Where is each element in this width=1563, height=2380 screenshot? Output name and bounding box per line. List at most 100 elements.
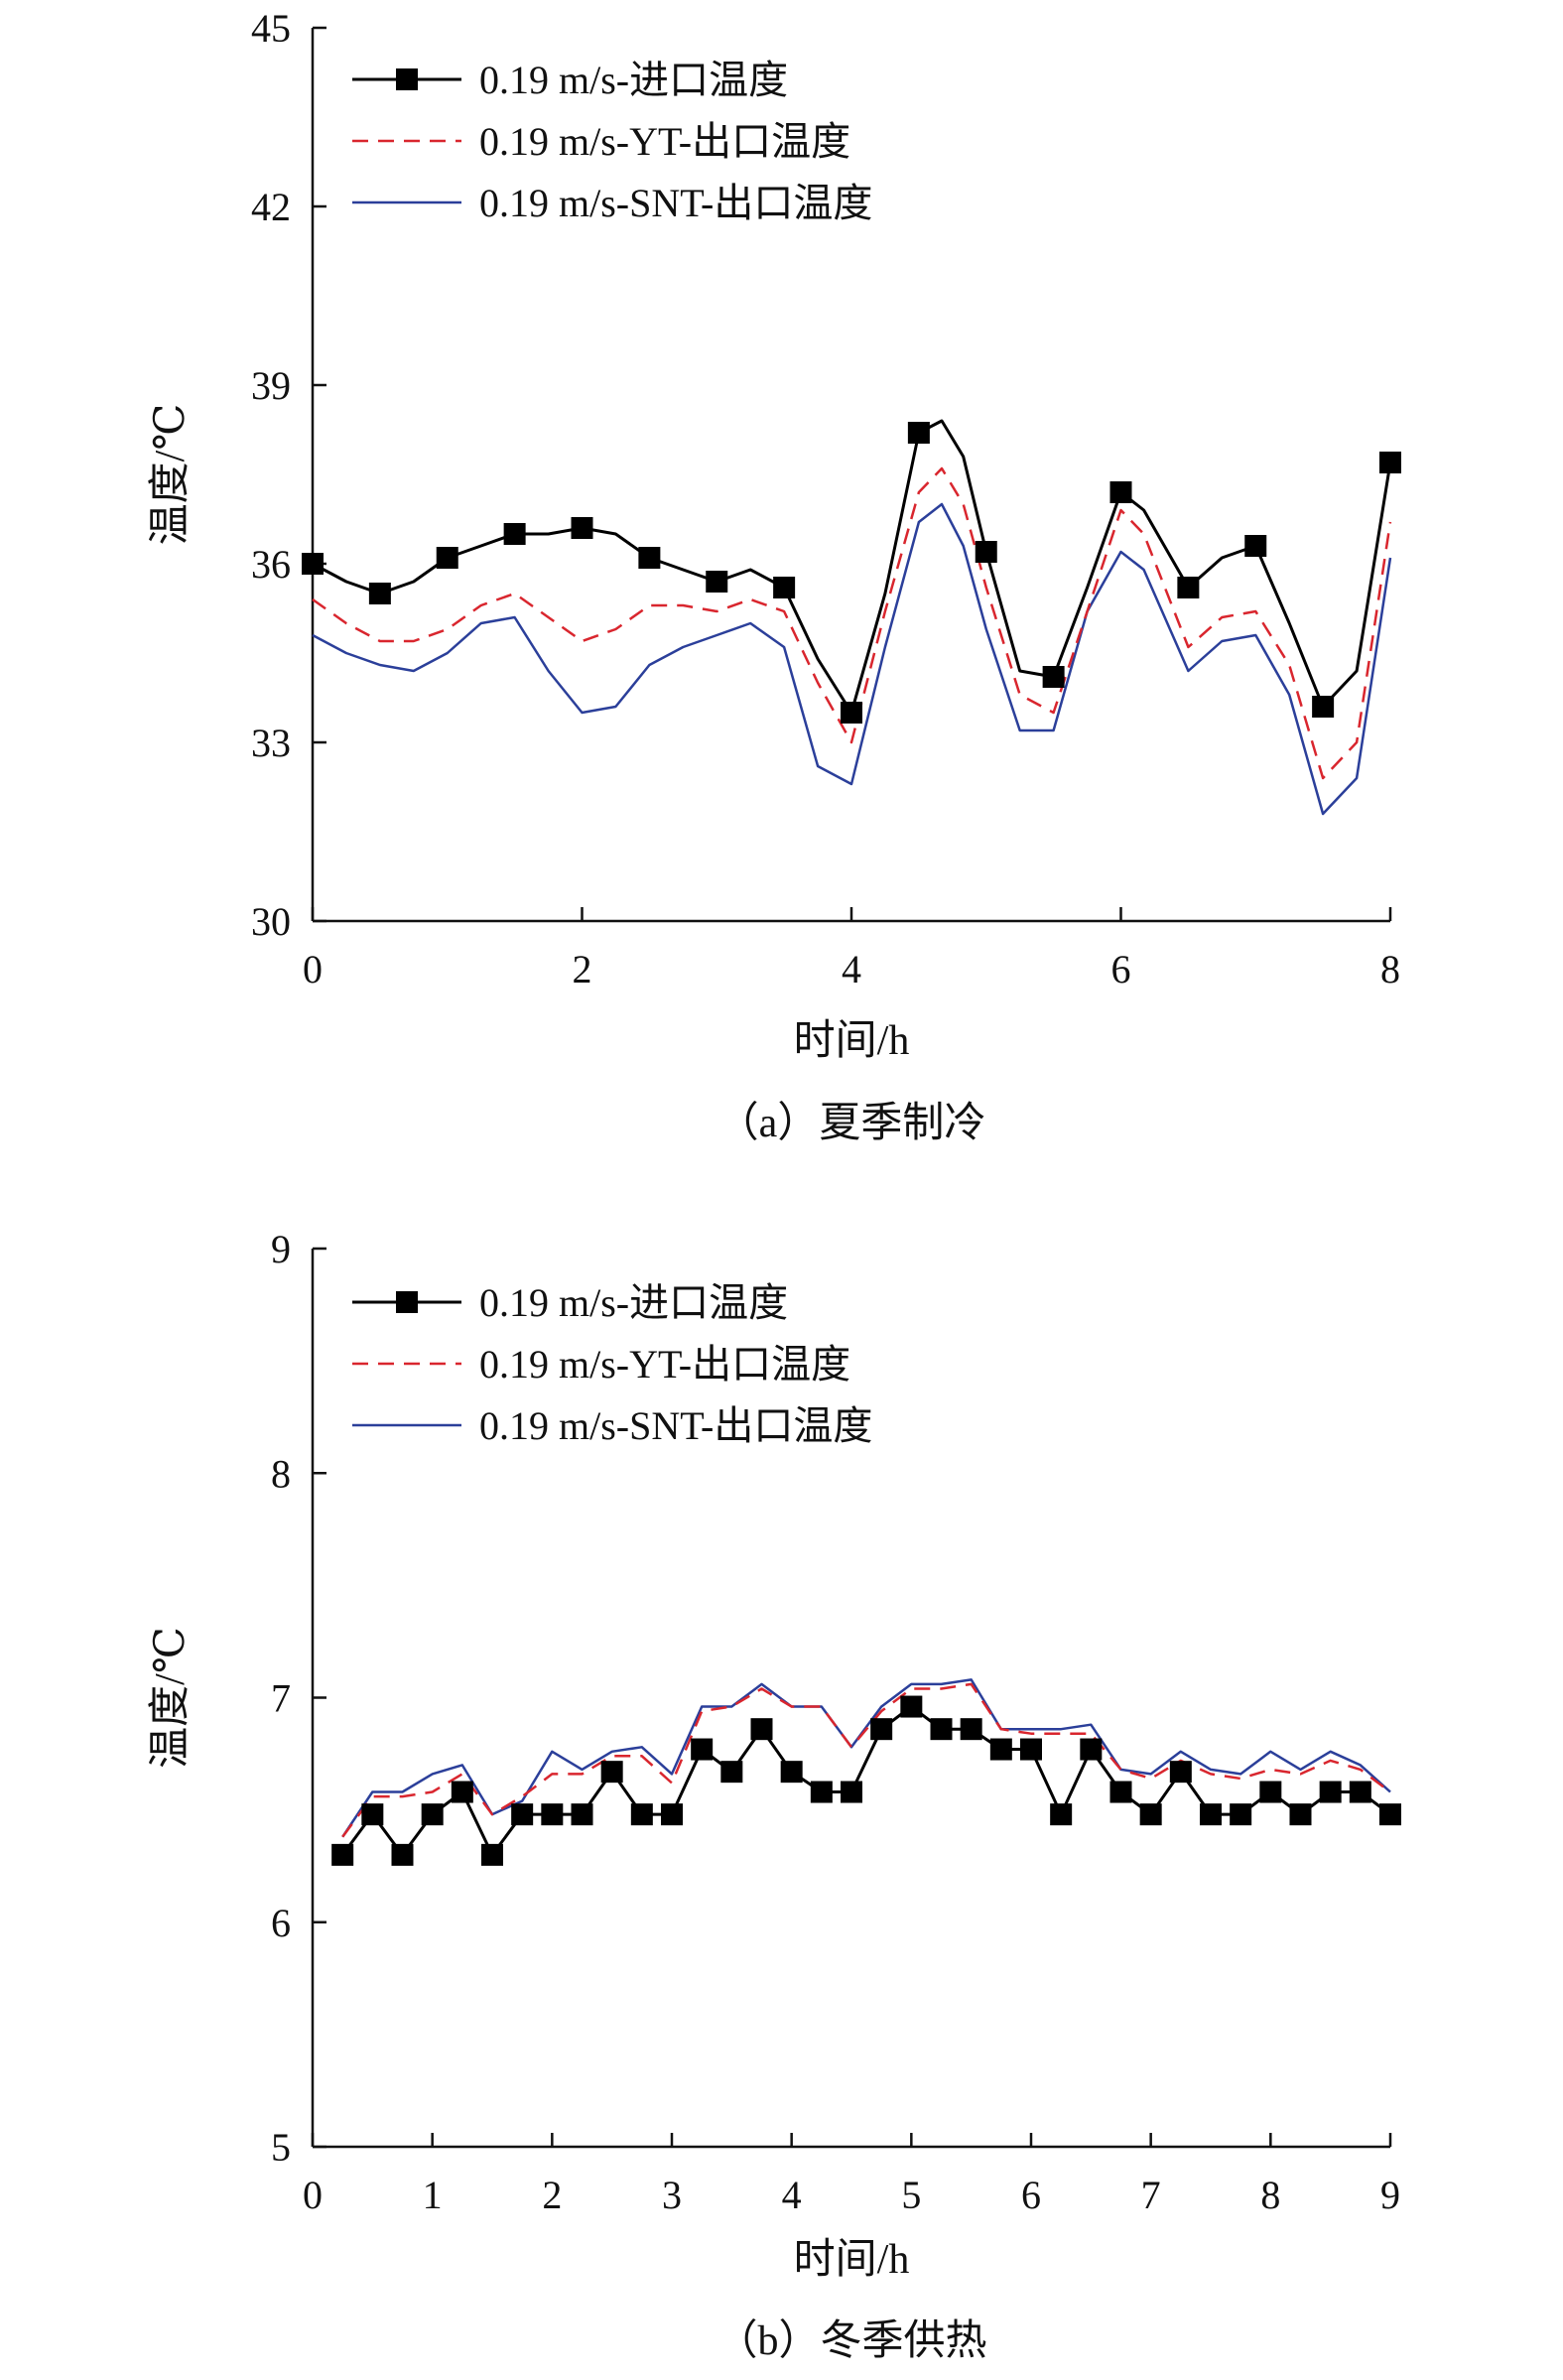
series-snt-line bbox=[341, 1678, 1391, 1838]
series-inlet-marker bbox=[421, 1803, 444, 1826]
x-tick-label: 0 bbox=[303, 947, 323, 992]
series-inlet-marker bbox=[1169, 1761, 1192, 1784]
y-tick-label: 9 bbox=[271, 1227, 291, 1271]
y-tick-label: 5 bbox=[271, 2125, 291, 2170]
series-inlet-marker bbox=[503, 523, 526, 545]
chart-winter-heating: 5 6 7 8 9 0 1 2 3 4 5 6 7 8 9 温度/℃ 时间/h （b）冬季供热 0.19 m/s-进… bbox=[148, 1227, 1401, 2364]
series-inlet-marker bbox=[1379, 1803, 1401, 1826]
series-inlet-marker bbox=[630, 1803, 653, 1826]
chart-caption: （b）冬季供热 bbox=[716, 2318, 986, 2364]
y-tick-label: 30 bbox=[251, 899, 291, 944]
legend-label: 0.19 m/s-进口温度 bbox=[479, 58, 788, 102]
x-tick-label: 2 bbox=[542, 2173, 562, 2217]
series-inlet-marker bbox=[1177, 577, 1200, 598]
series-inlet-marker bbox=[900, 1695, 923, 1718]
y-tick-label: 33 bbox=[251, 721, 291, 765]
chart-caption: （a）夏季制冷 bbox=[717, 1101, 986, 1146]
x-tick-label: 8 bbox=[1380, 947, 1400, 992]
series-inlet-marker bbox=[331, 1843, 354, 1866]
series-inlet-marker bbox=[661, 1803, 683, 1826]
series-inlet-marker bbox=[841, 1781, 862, 1803]
x-tick-label: 4 bbox=[842, 947, 861, 992]
x-tick-label: 4 bbox=[782, 2173, 802, 2217]
series-inlet-marker bbox=[541, 1803, 564, 1826]
x-tick-label: 6 bbox=[1111, 947, 1131, 992]
series-inlet-marker bbox=[975, 541, 997, 563]
x-axis-title: 时间/h bbox=[794, 2237, 910, 2283]
series-inlet-marker bbox=[750, 1718, 773, 1741]
y-axis-title: 温度/℃ bbox=[148, 404, 194, 546]
series-yt-line bbox=[312, 466, 1392, 780]
series-inlet-marker bbox=[1200, 1803, 1222, 1826]
series-inlet-marker bbox=[368, 583, 391, 604]
series-yt-line bbox=[341, 1682, 1391, 1838]
series-inlet-marker bbox=[638, 547, 661, 569]
series-inlet-marker bbox=[989, 1738, 1012, 1761]
series-inlet-marker bbox=[930, 1718, 953, 1741]
series-inlet-marker bbox=[773, 577, 796, 598]
x-axis-title: 时间/h bbox=[794, 1018, 910, 1064]
series-inlet-marker bbox=[841, 702, 862, 724]
series-inlet-marker bbox=[1109, 481, 1132, 503]
series-inlet-marker bbox=[1319, 1781, 1342, 1803]
series-inlet-marker bbox=[511, 1803, 534, 1826]
series-inlet-marker bbox=[810, 1781, 833, 1803]
series-inlet-marker bbox=[780, 1761, 803, 1784]
series-inlet-marker bbox=[870, 1718, 893, 1741]
series-inlet-marker bbox=[1379, 452, 1401, 473]
legend-swatch-marker bbox=[396, 1291, 418, 1313]
series-inlet-marker bbox=[481, 1843, 503, 1866]
series-inlet-marker bbox=[1020, 1738, 1042, 1761]
x-tick-label: 9 bbox=[1380, 2173, 1400, 2217]
series-inlet-marker bbox=[960, 1718, 982, 1741]
series-inlet-marker bbox=[1139, 1803, 1162, 1826]
y-tick-label: 7 bbox=[271, 1676, 291, 1721]
series-inlet-marker bbox=[1230, 1803, 1252, 1826]
series-snt-line bbox=[312, 502, 1392, 816]
x-tick-label: 1 bbox=[423, 2173, 443, 2217]
series-inlet-marker bbox=[907, 422, 930, 444]
series-inlet-marker bbox=[1042, 666, 1065, 688]
legend-label: 0.19 m/s-SNT-出口温度 bbox=[479, 1403, 872, 1448]
y-tick-label: 6 bbox=[271, 1901, 291, 1945]
series-inlet-marker bbox=[1109, 1781, 1132, 1803]
series-inlet-marker bbox=[1289, 1803, 1312, 1826]
series-inlet-marker bbox=[571, 517, 593, 539]
x-tick-label: 6 bbox=[1021, 2173, 1041, 2217]
legend-swatch-marker bbox=[396, 68, 418, 90]
series-inlet-marker bbox=[391, 1843, 414, 1866]
series-inlet-marker bbox=[1244, 535, 1267, 557]
series-inlet-line bbox=[312, 419, 1392, 715]
series-inlet-marker bbox=[1050, 1803, 1073, 1826]
series-inlet-marker bbox=[571, 1803, 593, 1826]
legend-label: 0.19 m/s-SNT-出口温度 bbox=[479, 181, 872, 225]
series-inlet-marker bbox=[1349, 1781, 1371, 1803]
series-inlet-marker bbox=[706, 571, 728, 593]
x-tick-label: 3 bbox=[662, 2173, 682, 2217]
series-inlet-marker bbox=[302, 553, 324, 575]
series-inlet-marker bbox=[720, 1761, 743, 1784]
series-inlet-marker bbox=[600, 1761, 623, 1784]
y-tick-label: 45 bbox=[251, 6, 291, 51]
series-inlet-marker bbox=[1312, 696, 1335, 718]
legend-label: 0.19 m/s-YT-出口温度 bbox=[479, 1342, 850, 1387]
chart-summer-cooling: 30 33 36 39 42 45 0 2 4 6 8 温度/℃ 时间/h （a）夏季制冷 0.19 m/s… bbox=[148, 6, 1401, 1146]
x-tick-label: 2 bbox=[573, 947, 592, 992]
y-tick-label: 8 bbox=[271, 1451, 291, 1496]
x-tick-label: 0 bbox=[303, 2173, 323, 2217]
y-tick-label: 39 bbox=[251, 363, 291, 408]
series-inlet-marker bbox=[1259, 1781, 1282, 1803]
x-tick-label: 8 bbox=[1260, 2173, 1280, 2217]
x-tick-label: 7 bbox=[1141, 2173, 1161, 2217]
x-tick-label: 5 bbox=[901, 2173, 921, 2217]
series-inlet-marker bbox=[436, 547, 458, 569]
y-axis-title: 温度/℃ bbox=[148, 1627, 194, 1769]
series-inlet-marker bbox=[451, 1781, 473, 1803]
series-inlet-marker bbox=[691, 1738, 714, 1761]
y-tick-label: 42 bbox=[251, 185, 291, 229]
y-tick-label: 36 bbox=[251, 542, 291, 587]
series-inlet-marker bbox=[1080, 1738, 1103, 1761]
legend-label: 0.19 m/s-YT-出口温度 bbox=[479, 119, 850, 164]
legend-label: 0.19 m/s-进口温度 bbox=[479, 1280, 788, 1325]
